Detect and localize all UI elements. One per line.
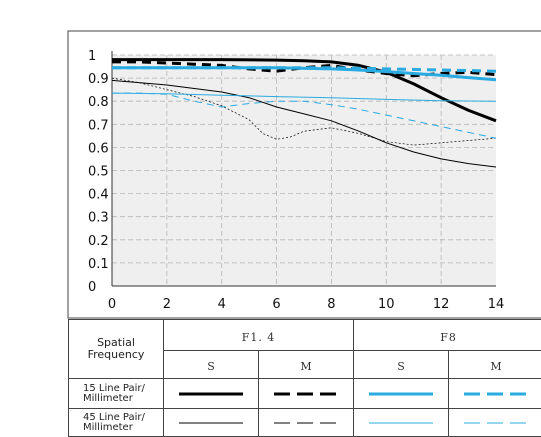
f8-s-header: S	[354, 351, 449, 379]
x-tick-label: 2	[163, 297, 171, 312]
y-tick-label: 1	[88, 49, 96, 64]
f8-m-label: M	[490, 360, 501, 373]
swatch-f1-4-s-15	[164, 379, 259, 409]
x-tick-label: 0	[108, 297, 116, 312]
f8-s-label: S	[397, 360, 405, 373]
aperture-f8-header: F8	[354, 320, 541, 351]
y-tick-label: 0.5	[88, 165, 109, 180]
y-tick-label: 0.6	[88, 141, 109, 156]
mtf-chart: 0 0.1 0.2 0.3 0.4 0.5 0.6 0.7 0.8 0.9 1 0 2 4 6 8 10 12 1…	[0, 0, 541, 319]
spatial-frequency-label: Spatial Frequency	[83, 337, 149, 361]
swatch-f8-m-45	[449, 409, 541, 437]
swatch-f1-4-s-45	[164, 409, 259, 437]
x-tick-label: 4	[218, 297, 226, 312]
y-tick-labels: 0 0.1 0.2 0.3 0.4 0.5 0.6 0.7 0.8 0.9 1	[88, 49, 109, 295]
x-tick-label: 12	[433, 297, 450, 312]
x-tick-label: 8	[327, 297, 335, 312]
x-tick-label: 6	[272, 297, 280, 312]
row-45-lpmm-label: 45 Line Pair/ Millimeter	[69, 409, 164, 437]
swatch-f1-4-m-15	[259, 379, 354, 409]
y-tick-label: 0.2	[88, 234, 109, 249]
y-tick-label: 0.1	[88, 257, 109, 272]
f1-4-s-label: S	[207, 360, 215, 373]
y-tick-label: 0	[88, 280, 96, 295]
x-tick-label: 10	[378, 297, 395, 312]
row-15-lpmm-label: 15 Line Pair/ Millimeter	[69, 379, 164, 409]
f8-m-header: M	[449, 351, 541, 379]
aperture-f1-4-header: F1. 4	[164, 320, 354, 351]
y-tick-label: 0.7	[88, 118, 109, 133]
swatch-f8-s-15	[354, 379, 449, 409]
spatial-frequency-header: Spatial Frequency	[69, 320, 164, 379]
y-tick-label: 0.4	[88, 188, 109, 203]
y-tick-label: 0.8	[88, 95, 109, 110]
aperture-f1-4-label: F1. 4	[242, 331, 276, 344]
swatch-f1-4-m-45	[259, 409, 354, 437]
swatch-f8-m-15	[449, 379, 541, 409]
f1-4-m-header: M	[259, 351, 354, 379]
y-tick-label: 0.9	[88, 72, 109, 87]
aperture-f8-label: F8	[440, 331, 457, 344]
swatch-f8-s-45	[354, 409, 449, 437]
f1-4-s-header: S	[164, 351, 259, 379]
x-tick-label: 14	[488, 297, 505, 312]
legend-table: Spatial Frequency F1. 4 F8 S M S M 15 Li…	[68, 319, 541, 437]
y-tick-label: 0.3	[88, 211, 109, 226]
f1-4-m-label: M	[300, 360, 311, 373]
